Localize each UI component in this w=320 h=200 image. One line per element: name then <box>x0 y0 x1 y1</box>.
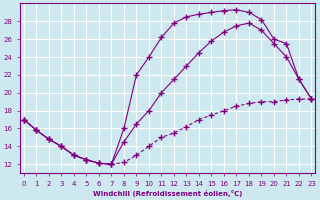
X-axis label: Windchill (Refroidissement éolien,°C): Windchill (Refroidissement éolien,°C) <box>93 190 242 197</box>
